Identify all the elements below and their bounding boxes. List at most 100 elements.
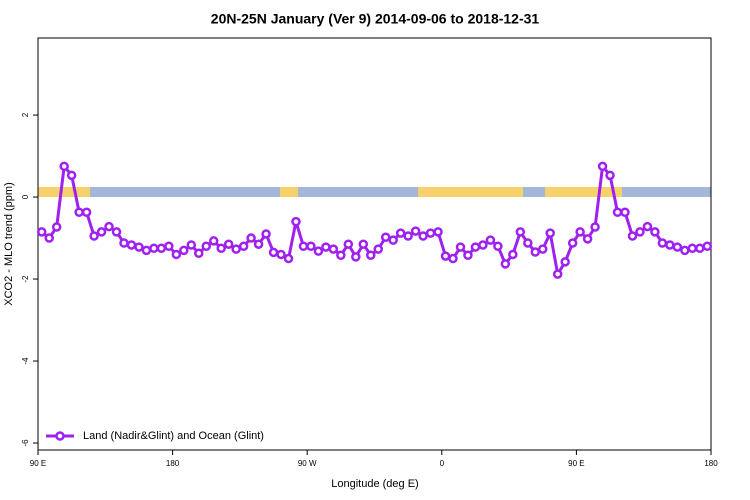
data-point (81, 207, 92, 217)
legend-label: Land (Nadir&Glint) and Ocean (Glint) (83, 430, 264, 442)
x-axis-label: Longitude (deg E) (331, 478, 418, 490)
data-point (388, 235, 398, 245)
data-point (276, 249, 286, 260)
data-point (470, 242, 481, 252)
data-point (321, 242, 331, 252)
land-patch (545, 187, 622, 197)
data-point (51, 222, 62, 232)
data-point (545, 228, 555, 238)
y-tick-label: -6 (21, 439, 30, 447)
data-point (283, 253, 294, 264)
legend-marker (55, 431, 65, 441)
data-point (223, 239, 234, 249)
data-point (119, 238, 129, 248)
data-point (208, 236, 219, 246)
data-point (500, 259, 511, 269)
data-point (380, 232, 391, 242)
data-point (642, 221, 653, 232)
data-point (44, 233, 54, 243)
chart-title: 20N-25N January (Ver 9) 2014-09-06 to 20… (211, 11, 540, 27)
data-point (268, 247, 279, 258)
land-patch (38, 187, 90, 197)
data-point (261, 229, 271, 239)
data-point (238, 241, 249, 252)
data-point (650, 227, 660, 237)
data-point (680, 245, 690, 256)
data-point (358, 239, 369, 249)
data-point (657, 238, 668, 248)
data-point (440, 251, 451, 261)
data-point (695, 243, 705, 254)
x-tick-label: 0 (440, 459, 445, 468)
data-point (485, 235, 496, 245)
data-point (313, 246, 324, 256)
x-tick-label: 90 W (298, 459, 317, 468)
data-point (171, 249, 182, 260)
data-point (567, 238, 578, 248)
data-point (395, 228, 406, 238)
data-point (425, 228, 436, 238)
data-point (605, 170, 615, 181)
y-axis-label: XCO2 - MLO trend (ppm) (3, 182, 15, 305)
data-point (627, 231, 638, 241)
data-point (126, 240, 137, 250)
data-point (612, 207, 623, 217)
data-point (246, 233, 256, 243)
data-point (164, 241, 174, 252)
data-point (186, 240, 197, 250)
data-point (306, 241, 316, 252)
data-point (141, 245, 152, 256)
data-point (373, 244, 383, 254)
y-tick-label: -2 (21, 275, 30, 283)
data-point (538, 244, 548, 254)
data-point (343, 239, 354, 249)
data-point (96, 227, 107, 237)
data-point (575, 227, 585, 237)
data-point (298, 241, 309, 252)
data-point (455, 242, 466, 252)
data-point (515, 227, 526, 237)
data-point (672, 242, 683, 252)
data-point (291, 216, 301, 227)
data-point (665, 240, 675, 250)
data-point (179, 245, 189, 256)
data-point (620, 207, 630, 217)
data-point (328, 244, 339, 254)
data-point (433, 227, 443, 237)
data-point (448, 253, 458, 264)
ocean-band (38, 187, 711, 197)
data-point (253, 239, 264, 249)
x-tick-label: 180 (166, 459, 180, 468)
data-point (508, 249, 518, 260)
data-point (635, 227, 645, 237)
data-point (493, 241, 503, 252)
data-point (134, 242, 144, 252)
data-point (410, 226, 421, 236)
data-point (36, 227, 47, 237)
data-point (478, 240, 488, 250)
data-point (74, 207, 84, 217)
x-tick-label: 90 E (568, 459, 584, 468)
data-point (149, 243, 159, 254)
data-point (231, 244, 241, 254)
data-point (418, 231, 428, 241)
data-point (351, 252, 361, 262)
data-point (104, 221, 114, 232)
data-point (216, 243, 226, 254)
data-point (702, 241, 713, 252)
data-point (597, 161, 608, 172)
data-point (111, 227, 122, 237)
data-point (552, 269, 563, 279)
data-point (201, 241, 211, 252)
data-point (523, 238, 533, 248)
data-point (403, 231, 413, 241)
land-patch (280, 187, 298, 197)
data-point (66, 170, 77, 181)
data-point (530, 247, 541, 257)
data-point (194, 248, 204, 258)
data-point (590, 222, 600, 232)
legend: Land (Nadir&Glint) and Ocean (Glint) (46, 430, 264, 442)
data-point (336, 250, 346, 261)
y-tick-label: -4 (21, 357, 30, 365)
